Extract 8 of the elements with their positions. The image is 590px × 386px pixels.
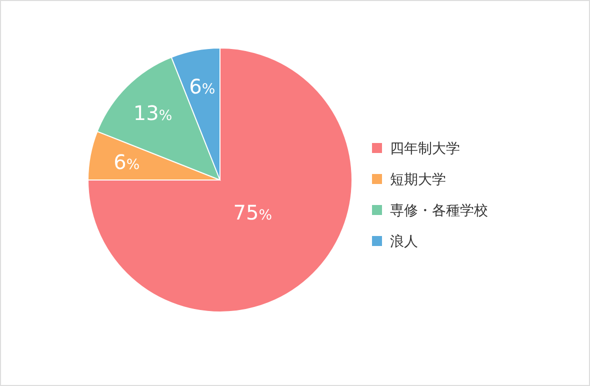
legend-label: 浪人 bbox=[390, 234, 418, 250]
data-label: 75% bbox=[233, 200, 272, 225]
legend-label: 短期大学 bbox=[390, 172, 446, 188]
data-label: 6% bbox=[114, 150, 140, 174]
legend-label: 四年制大学 bbox=[390, 141, 460, 157]
data-label: 13% bbox=[133, 100, 172, 125]
legend-label: 専修・各種学校 bbox=[390, 203, 488, 219]
data-label: 6% bbox=[189, 74, 216, 99]
